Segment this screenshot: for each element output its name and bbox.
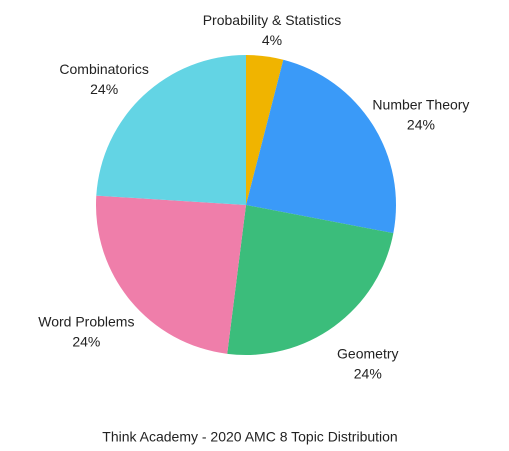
chart-title: Think Academy - 2020 AMC 8 Topic Distrib… bbox=[102, 429, 397, 445]
slice-value-label: 4% bbox=[262, 32, 282, 48]
slice-label: Number Theory bbox=[372, 97, 469, 113]
slice-value-label: 24% bbox=[72, 334, 100, 350]
pie-slice bbox=[246, 55, 284, 205]
slice-value-label: 24% bbox=[354, 365, 382, 381]
pie-slice bbox=[96, 55, 246, 205]
slice-label: Probability & Statistics bbox=[203, 12, 342, 28]
pie-slice bbox=[96, 195, 246, 354]
pie-slice bbox=[227, 205, 394, 355]
slice-label: Combinatorics bbox=[59, 61, 148, 77]
slice-value-label: 24% bbox=[407, 117, 435, 133]
slice-value-label: 24% bbox=[90, 81, 118, 97]
slice-label: Geometry bbox=[337, 345, 398, 361]
pie-slice bbox=[246, 59, 396, 234]
slice-label: Word Problems bbox=[38, 314, 134, 330]
